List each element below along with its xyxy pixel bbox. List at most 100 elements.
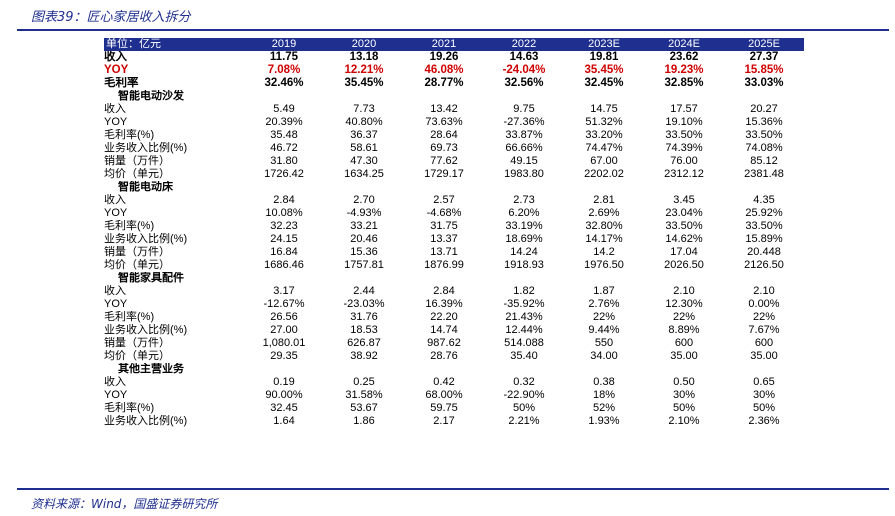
value-cell: 1686.46 [264, 259, 304, 271]
value-cell: 4.35 [753, 194, 775, 206]
value-cell: 23.04% [665, 207, 703, 219]
value-cell: 32.45 [270, 402, 298, 414]
value-cell: 20.46 [350, 233, 378, 245]
value-cell: 12.30% [665, 298, 703, 310]
row-label: YOY [104, 207, 128, 219]
value-cell: 28.64 [430, 129, 458, 141]
value-cell: 74.47% [585, 142, 623, 154]
value-cell: 2202.02 [584, 168, 624, 180]
value-cell: 15.85% [744, 64, 784, 76]
value-cell: 11.75 [269, 51, 299, 63]
value-cell: 33.50% [745, 129, 783, 141]
header-unit-label: 单位：亿元 [104, 38, 244, 51]
value-cell: 0.32 [513, 376, 535, 388]
value-cell: 14.17% [585, 233, 623, 245]
value-cell: 12.44% [505, 324, 543, 336]
empty-cell [484, 90, 564, 103]
row-label: 均价（单元） [104, 259, 170, 271]
row-label: 智能家具配件 [118, 272, 184, 284]
value-cell: 67.00 [590, 155, 618, 167]
value-cell: 9.44% [588, 324, 620, 336]
value-cell: 33.19% [505, 220, 543, 232]
value-cell: 35.40 [510, 350, 538, 362]
table-row: 智能家具配件 [104, 272, 804, 285]
table-row: 业务收入比例(%) 46.72 58.61 69.73 66.66% 74.47% 74.3… [104, 142, 804, 155]
value-cell: 35.00 [670, 350, 698, 362]
value-cell: 52% [592, 402, 616, 414]
value-cell: 1757.81 [344, 259, 384, 271]
row-label: 收入 [104, 376, 126, 388]
row-label: 毛利率(%) [104, 311, 155, 323]
value-cell: 32.23 [270, 220, 298, 232]
value-cell: 18.69% [505, 233, 543, 245]
value-cell: 14.63 [509, 51, 539, 63]
value-cell: 33.21 [350, 220, 378, 232]
value-cell: 22% [752, 311, 776, 323]
table-row: 收入 11.75 13.18 19.26 14.63 19.81 23.62 27.37 [104, 51, 804, 64]
header-row: 单位：亿元 2019 2020 2021 2022 2023E 2024E 2025E [104, 38, 804, 51]
value-cell: 59.75 [430, 402, 458, 414]
value-cell: 46.72 [270, 142, 298, 154]
table-row: YOY 90.00% 31.58% 68.00% -22.90% 18% 30% 30% [104, 389, 804, 402]
value-cell: 19.10% [665, 116, 703, 128]
value-cell: 73.63% [425, 116, 463, 128]
row-label: 业务收入比例(%) [104, 324, 188, 336]
value-cell: 1.86 [353, 415, 375, 427]
value-cell: 74.08% [745, 142, 783, 154]
empty-cell [484, 181, 564, 194]
value-cell: -23.03% [343, 298, 385, 310]
value-cell: 6.20% [508, 207, 540, 219]
value-cell: 35.00 [750, 350, 778, 362]
value-cell: 31.80 [270, 155, 298, 167]
row-label: 业务收入比例(%) [104, 415, 188, 427]
value-cell: 2.57 [433, 194, 455, 206]
value-cell: 51.32% [585, 116, 623, 128]
row-label: 收入 [104, 51, 127, 63]
value-cell: 9.75 [513, 103, 535, 115]
value-cell: 14.75 [590, 103, 618, 115]
value-cell: 53.67 [350, 402, 378, 414]
value-cell: 32.45% [584, 77, 624, 89]
table-row: 收入 0.19 0.25 0.42 0.32 0.38 0.50 0.65 [104, 376, 804, 389]
empty-cell [484, 363, 564, 376]
value-cell: 31.76 [350, 311, 378, 323]
value-cell: 33.50% [665, 129, 703, 141]
value-cell: 14.62% [665, 233, 703, 245]
row-label: 收入 [104, 103, 126, 115]
value-cell: 2.81 [593, 194, 615, 206]
table-row: 毛利率(%) 32.23 33.21 31.75 33.19% 32.80% 33.50% 3… [104, 220, 804, 233]
value-cell: 0.38 [593, 376, 615, 388]
value-cell: 50% [672, 402, 696, 414]
value-cell: 22% [592, 311, 616, 323]
empty-cell [324, 363, 404, 376]
value-cell: 14.2 [593, 246, 615, 258]
table-row: 毛利率 32.46% 35.45% 28.77% 32.56% 32.45% 32.85% 3… [104, 77, 804, 90]
value-cell: 85.12 [750, 155, 778, 167]
value-cell: 8.89% [668, 324, 700, 336]
value-cell: 16.39% [425, 298, 463, 310]
value-cell: 2.84 [433, 285, 455, 297]
header-year: 2022 [484, 38, 564, 51]
value-cell: 1.93% [588, 415, 620, 427]
value-cell: 40.80% [345, 116, 383, 128]
empty-cell [404, 272, 484, 285]
value-cell: 20.27 [750, 103, 778, 115]
table-row: 收入 3.17 2.44 2.84 1.82 1.87 2.10 2.10 [104, 285, 804, 298]
value-cell: 1.82 [513, 285, 535, 297]
value-cell: 2126.50 [744, 259, 784, 271]
value-cell: 69.73 [430, 142, 458, 154]
empty-cell [324, 90, 404, 103]
row-label: 毛利率(%) [104, 402, 155, 414]
value-cell: 7.08% [267, 64, 301, 76]
row-label: 毛利率(%) [104, 129, 155, 141]
value-cell: 19.26 [429, 51, 459, 63]
row-label: 业务收入比例(%) [104, 233, 188, 245]
value-cell: 30% [672, 389, 696, 401]
value-cell: 28.77% [424, 77, 464, 89]
value-cell: 2.10% [668, 415, 700, 427]
value-cell: 27.00 [270, 324, 298, 336]
value-cell: 31.58% [345, 389, 383, 401]
value-cell: 25.92% [745, 207, 783, 219]
value-cell: 15.89% [745, 233, 783, 245]
header-year: 2019 [244, 38, 324, 51]
